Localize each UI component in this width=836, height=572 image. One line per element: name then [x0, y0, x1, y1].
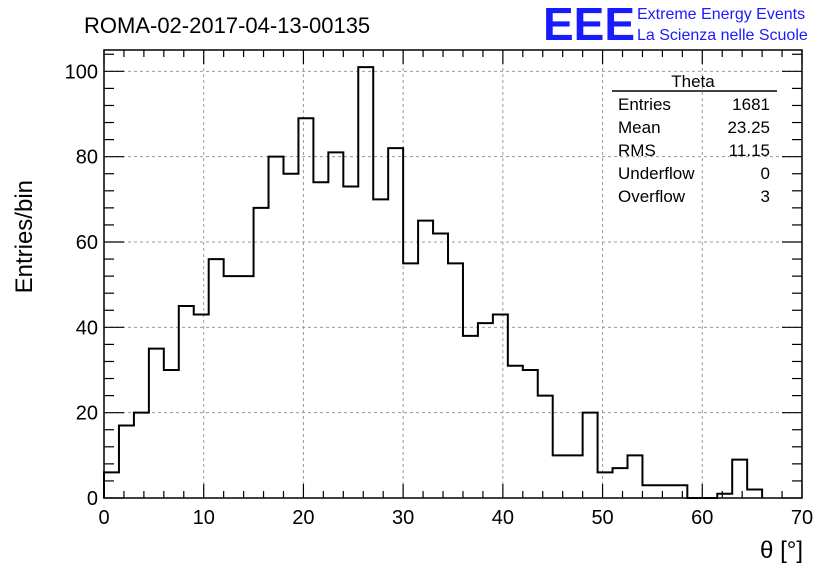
logo-line-1: Extreme Energy Events [637, 6, 805, 23]
histogram-bin [298, 118, 313, 498]
histogram-bin [179, 306, 194, 498]
x-tick-label: 0 [98, 507, 109, 529]
x-tick-label: 50 [591, 507, 613, 529]
histogram-bin [328, 152, 343, 498]
x-tick-label: 20 [292, 507, 314, 529]
stats-label: Overflow [618, 187, 686, 206]
histogram-bin [358, 67, 373, 498]
histogram-bin [269, 157, 284, 498]
histogram-bin [149, 349, 164, 498]
histogram-bin [134, 413, 149, 498]
histogram-bin [194, 315, 209, 498]
x-tick-label: 60 [691, 507, 713, 529]
logo-letters: EEE [543, 0, 635, 50]
stats-value: 3 [761, 187, 770, 206]
histogram-bin [598, 472, 613, 498]
histogram-bin [657, 485, 672, 498]
histogram-bin [283, 174, 298, 498]
x-axis-label: θ [°] [760, 537, 803, 564]
histogram-bin [672, 485, 687, 498]
histogram-bin [164, 370, 179, 498]
x-tick-label: 40 [492, 507, 514, 529]
stats-label: Underflow [618, 164, 695, 183]
histogram-bin [642, 485, 657, 498]
x-tick-label: 10 [193, 507, 215, 529]
histogram-bin [747, 489, 762, 498]
plot-frame [103, 49, 803, 499]
logo-line-2: La Scienza nelle Scuole [637, 27, 808, 44]
stats-label: Mean [618, 118, 661, 137]
histogram-bin [373, 199, 388, 498]
histogram-bin [254, 208, 269, 498]
y-axis-label: Entries/bin [11, 180, 38, 293]
histogram-bin [104, 472, 119, 498]
stats-value: 0 [761, 164, 770, 183]
histogram-bin [343, 187, 358, 498]
histogram-bin [313, 182, 328, 498]
histogram-bin [538, 396, 553, 498]
histogram-bin [209, 259, 224, 498]
histogram-bin [478, 323, 493, 498]
histogram-bars [103, 66, 764, 499]
y-tick-label: 80 [76, 147, 98, 169]
stats-label: RMS [618, 141, 656, 160]
x-tick-label: 30 [392, 507, 414, 529]
histogram-bin [732, 460, 747, 498]
histogram-bin [493, 315, 508, 498]
histogram-bin [628, 455, 643, 498]
histogram-bin [553, 455, 568, 498]
stats-box: Theta Entries 1681 Mean 23.25 RMS 11.15 Underf… [612, 72, 777, 206]
y-tick-label: 60 [76, 232, 98, 254]
histogram-bin [583, 413, 598, 498]
histogram-outline [103, 66, 764, 499]
grid-lines [104, 50, 802, 498]
y-axis-ticks: 0 20 40 60 80 100 [65, 53, 802, 510]
histogram-bin [508, 366, 523, 498]
stats-value: 11.15 [729, 141, 770, 160]
histogram-bin [568, 455, 583, 498]
y-tick-label: 40 [76, 317, 98, 339]
histogram-bin [418, 221, 433, 498]
eee-logo: EEE Extreme Energy Events La Scienza nel… [543, 0, 808, 50]
y-tick-label: 0 [87, 488, 98, 510]
chart-title: ROMA-02-2017-04-13-00135 [84, 13, 370, 38]
stats-title: Theta [671, 72, 715, 91]
y-tick-label: 100 [65, 61, 98, 83]
histogram-bin [224, 276, 239, 498]
axes-frame [103, 49, 803, 499]
stats-value: 23.25 [727, 118, 770, 137]
histogram-bin [119, 425, 134, 498]
histogram-bin [388, 148, 403, 498]
histogram-bin [463, 336, 478, 498]
stats-value: 1681 [732, 95, 770, 114]
histogram-bin [523, 370, 538, 498]
y-tick-label: 20 [76, 403, 98, 425]
histogram-bin [403, 263, 418, 498]
histogram-bin [433, 233, 448, 498]
x-tick-label: 70 [791, 507, 813, 529]
stats-label: Entries [618, 95, 671, 114]
histogram-bin [239, 276, 254, 498]
histogram-bin [613, 468, 628, 498]
histogram-bin [448, 263, 463, 498]
x-axis-ticks: 0 10 20 30 40 50 60 70 [98, 50, 813, 529]
